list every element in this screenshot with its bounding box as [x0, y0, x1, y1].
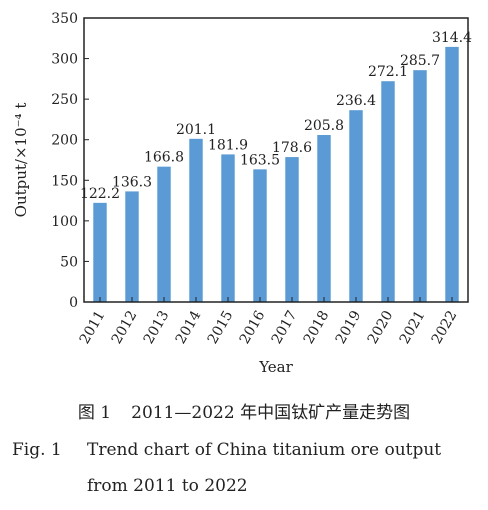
value-label-2017: 178.6 [272, 140, 312, 156]
x-tick-label-2019: 2019 [333, 308, 365, 347]
bar-2020 [381, 81, 395, 302]
caption-english-number: Fig. 1 [12, 440, 62, 460]
y-axis-ticks: 0 50 100 150 200 250 300 350 [51, 11, 89, 311]
bar-2016 [253, 169, 267, 302]
bar-2021 [413, 70, 427, 302]
x-tick-label-2016: 2016 [237, 308, 269, 347]
x-tick-label-2012: 2012 [109, 308, 141, 347]
x-tick-label-2015: 2015 [205, 308, 237, 347]
x-tick-label-2014: 2014 [173, 308, 205, 347]
bar-2019 [349, 110, 363, 302]
value-label-2020: 272.1 [368, 64, 408, 80]
caption-english-text: Trend chart of China titanium ore output [87, 440, 442, 460]
value-label-2022: 314.4 [432, 30, 472, 46]
caption-chinese: 图 1 2011—2022 年中国钛矿产量走势图 [0, 398, 488, 423]
bar-2022 [445, 46, 459, 302]
value-label-2019: 236.4 [336, 93, 376, 109]
caption-chinese-text: 2011—2022 年中国钛矿产量走势图 [131, 403, 411, 423]
y-tick-label-50: 50 [60, 254, 78, 270]
bar-2015 [221, 154, 235, 302]
y-tick-label-350: 350 [51, 11, 78, 27]
x-tick-label-2022: 2022 [429, 308, 461, 347]
value-label-2014: 201.1 [176, 122, 216, 138]
bar-2013 [157, 166, 171, 302]
caption-english-line1: Fig. 1 Trend chart of China titanium ore … [12, 440, 441, 460]
bar-2011 [93, 202, 107, 302]
value-label-2015: 181.9 [208, 137, 248, 153]
x-tick-label-2013: 2013 [141, 308, 173, 347]
x-tick-label-2020: 2020 [365, 308, 397, 347]
value-label-2013: 166.8 [144, 150, 184, 166]
y-tick-label-0: 0 [69, 295, 78, 311]
bar-2017 [285, 157, 299, 302]
x-tick-label-2021: 2021 [397, 308, 429, 347]
plot-frame [83, 17, 469, 303]
y-tick-label-100: 100 [51, 214, 78, 230]
y-axis-label: Output/×10⁻⁴ t [12, 103, 30, 218]
y-tick-label-150: 150 [51, 173, 78, 189]
y-tick-label-250: 250 [51, 92, 78, 108]
x-tick-label-2017: 2017 [269, 308, 301, 347]
x-axis-label: Year [258, 358, 293, 376]
caption-chinese-number: 图 1 [77, 403, 112, 423]
value-label-2016: 163.5 [240, 152, 280, 168]
x-tick-label-2018: 2018 [301, 308, 333, 347]
bars-group [93, 46, 459, 302]
value-label-2021: 285.7 [400, 53, 440, 69]
x-axis-ticks: 2011 2012 2013 2014 2015 2016 2017 2018 2019 2020… [77, 297, 461, 347]
bar-2012 [125, 191, 139, 302]
value-label-2012: 136.3 [112, 174, 152, 190]
y-tick-label-200: 200 [51, 133, 78, 149]
caption-english-line2: from 2011 to 2022 [87, 476, 248, 496]
value-label-2018: 205.8 [304, 118, 344, 134]
y-tick-label-300: 300 [51, 52, 78, 68]
bar-2018 [317, 135, 331, 302]
value-label-2011: 122.2 [80, 186, 120, 202]
x-tick-label-2011: 2011 [77, 308, 109, 347]
bar-2014 [189, 138, 203, 302]
